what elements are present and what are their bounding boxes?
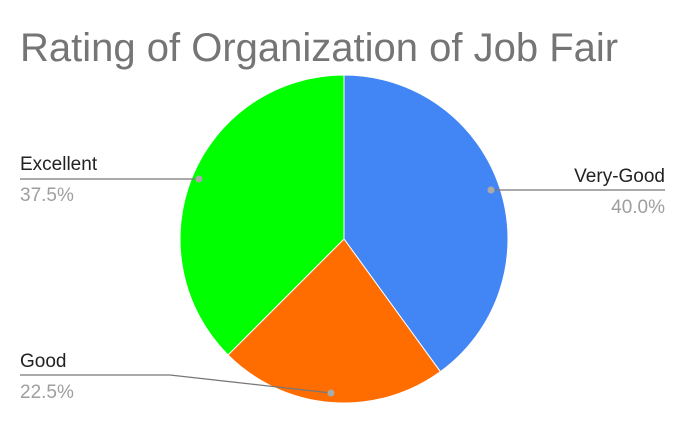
leader-dot-very-good [487, 186, 495, 194]
pie-slices [179, 74, 509, 404]
pie-slice-excellent [179, 74, 345, 356]
slice-label-very-good: Very-Good [574, 166, 665, 187]
slice-label-excellent: Excellent [20, 154, 98, 175]
slice-percent-excellent: 37.5% [20, 185, 74, 206]
label-very-good: Very-Good 40.0% [487, 166, 665, 218]
slice-percent-good: 22.5% [20, 382, 74, 403]
leader-dot-good [327, 389, 335, 397]
slice-percent-very-good: 40.0% [611, 197, 665, 218]
leader-line-good [20, 374, 332, 394]
chart-title: Rating of Organization of Job Fair [20, 26, 618, 70]
label-good: Good 22.5% [20, 351, 335, 403]
slice-label-good: Good [20, 351, 66, 372]
pie-slice-good [227, 238, 442, 404]
leader-dot-excellent [195, 175, 203, 183]
label-excellent: Excellent 37.5% [20, 154, 203, 206]
pie-slice-very-good [343, 74, 509, 373]
